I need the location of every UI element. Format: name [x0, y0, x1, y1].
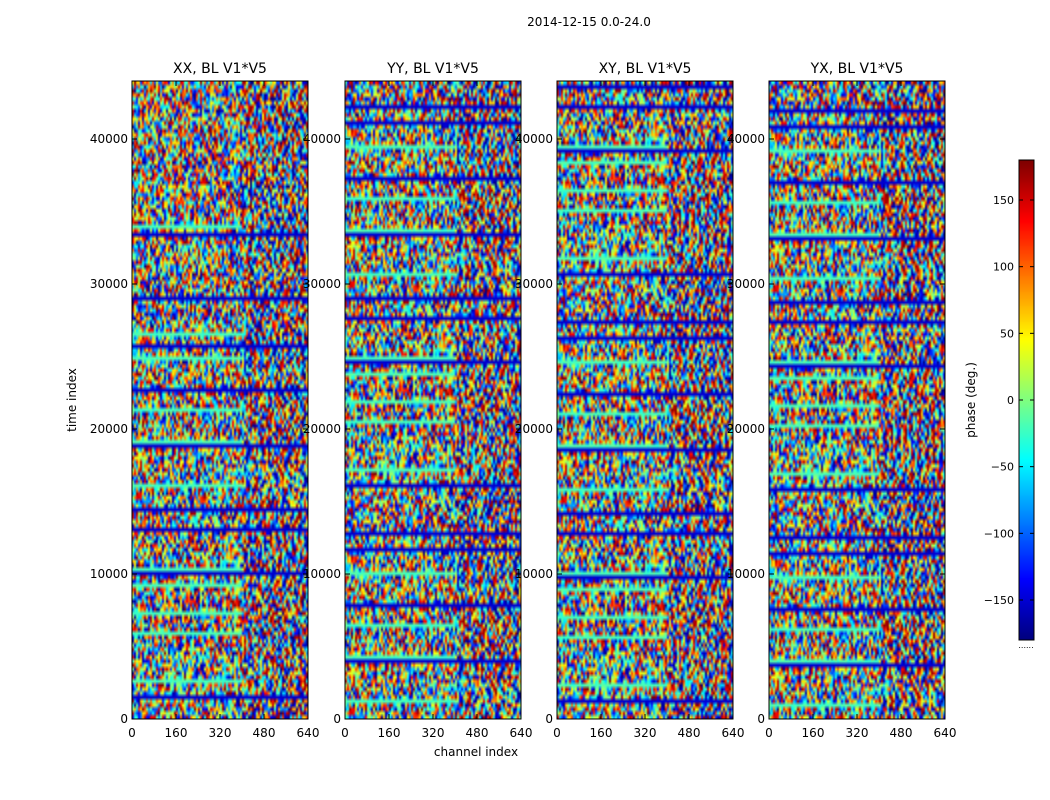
panels: XX, BL V1*V5 0 160 320 480 640 0 10000 20000 3000…	[90, 61, 957, 740]
y-tick-label: 0	[333, 712, 341, 726]
x-tick-label: 480	[253, 726, 276, 740]
panel-title: YX, BL V1*V5	[810, 61, 904, 77]
y-tick-label: 20000	[515, 422, 553, 436]
y-tick-label: 0	[757, 712, 765, 726]
y-tick-label: 20000	[90, 422, 128, 436]
y-tick-label: 10000	[303, 567, 341, 581]
colorbar-gradient	[1019, 160, 1034, 640]
colorbar-tick-label: −50	[991, 461, 1014, 474]
x-tick-label: 160	[378, 726, 401, 740]
y-tick-label: 30000	[515, 277, 553, 291]
x-tick-label: 480	[678, 726, 701, 740]
panel-1: XX, BL V1*V5 0 160 320 480 640 0 10000 20000 3000…	[90, 61, 320, 740]
x-tick-label: 640	[722, 726, 745, 740]
x-tick-label: 640	[510, 726, 533, 740]
y-tick-label: 0	[120, 712, 128, 726]
phase-image	[132, 81, 308, 719]
y-tick-label: 10000	[727, 567, 765, 581]
x-tick-label: 480	[466, 726, 489, 740]
x-tick-label: 320	[422, 726, 445, 740]
y-tick-label: 0	[545, 712, 553, 726]
panel-4: YX, BL V1*V5 0 160 320 480 640 0 10000 20000 3000…	[727, 61, 957, 740]
panel-3: XY, BL V1*V5 0 160 320 480 640 0 10000 20000 3000…	[515, 61, 745, 740]
x-tick-label: 0	[128, 726, 136, 740]
panel-2: YY, BL V1*V5 0 160 320 480 640 0 10000 20000 3000…	[303, 61, 533, 740]
x-tick-label: 160	[802, 726, 825, 740]
colorbar-tick-label: 50	[1000, 327, 1014, 340]
panel-title: XY, BL V1*V5	[599, 61, 692, 77]
y-tick-label: 40000	[303, 132, 341, 146]
x-tick-label: 320	[634, 726, 657, 740]
y-tick-label: 30000	[727, 277, 765, 291]
y-tick-label: 30000	[303, 277, 341, 291]
phase-image	[345, 81, 521, 719]
colorbar-tick-label: 0	[1007, 394, 1014, 407]
x-tick-label: 320	[846, 726, 869, 740]
x-tick-label: 320	[209, 726, 232, 740]
y-tick-label: 10000	[515, 567, 553, 581]
y-tick-label: 10000	[90, 567, 128, 581]
y-tick-label: 30000	[90, 277, 128, 291]
x-tick-label: 160	[165, 726, 188, 740]
figure-suptitle: 2014-12-15 0.0-24.0	[527, 15, 651, 29]
panel-title: YY, BL V1*V5	[386, 61, 479, 77]
colorbar: −150 −100 −50 0 50 100 150 phase (deg.)......	[964, 159, 1035, 650]
colorbar-tick-label: −100	[984, 527, 1014, 540]
x-tick-label: 160	[590, 726, 613, 740]
x-tick-label: 640	[297, 726, 320, 740]
x-axis-label: channel index	[434, 745, 518, 759]
y-tick-label: 20000	[727, 422, 765, 436]
x-tick-label: 0	[341, 726, 349, 740]
y-tick-label: 40000	[727, 132, 765, 146]
phase-image	[557, 81, 733, 719]
colorbar-tick-label: −150	[984, 594, 1014, 607]
phase-image	[769, 81, 945, 719]
colorbar-tick-label: 100	[993, 261, 1014, 274]
x-tick-label: 640	[934, 726, 957, 740]
x-tick-label: 0	[765, 726, 773, 740]
x-tick-label: 0	[553, 726, 561, 740]
colorbar-tick-label: 150	[993, 194, 1014, 207]
y-tick-label: 40000	[90, 132, 128, 146]
panel-title: XX, BL V1*V5	[173, 61, 267, 77]
y-tick-label: 20000	[303, 422, 341, 436]
colorbar-footer: ......	[1018, 641, 1033, 650]
y-axis-label: time index	[65, 368, 79, 432]
y-tick-label: 40000	[515, 132, 553, 146]
x-tick-label: 480	[890, 726, 913, 740]
colorbar-label: phase (deg.)	[964, 362, 978, 438]
